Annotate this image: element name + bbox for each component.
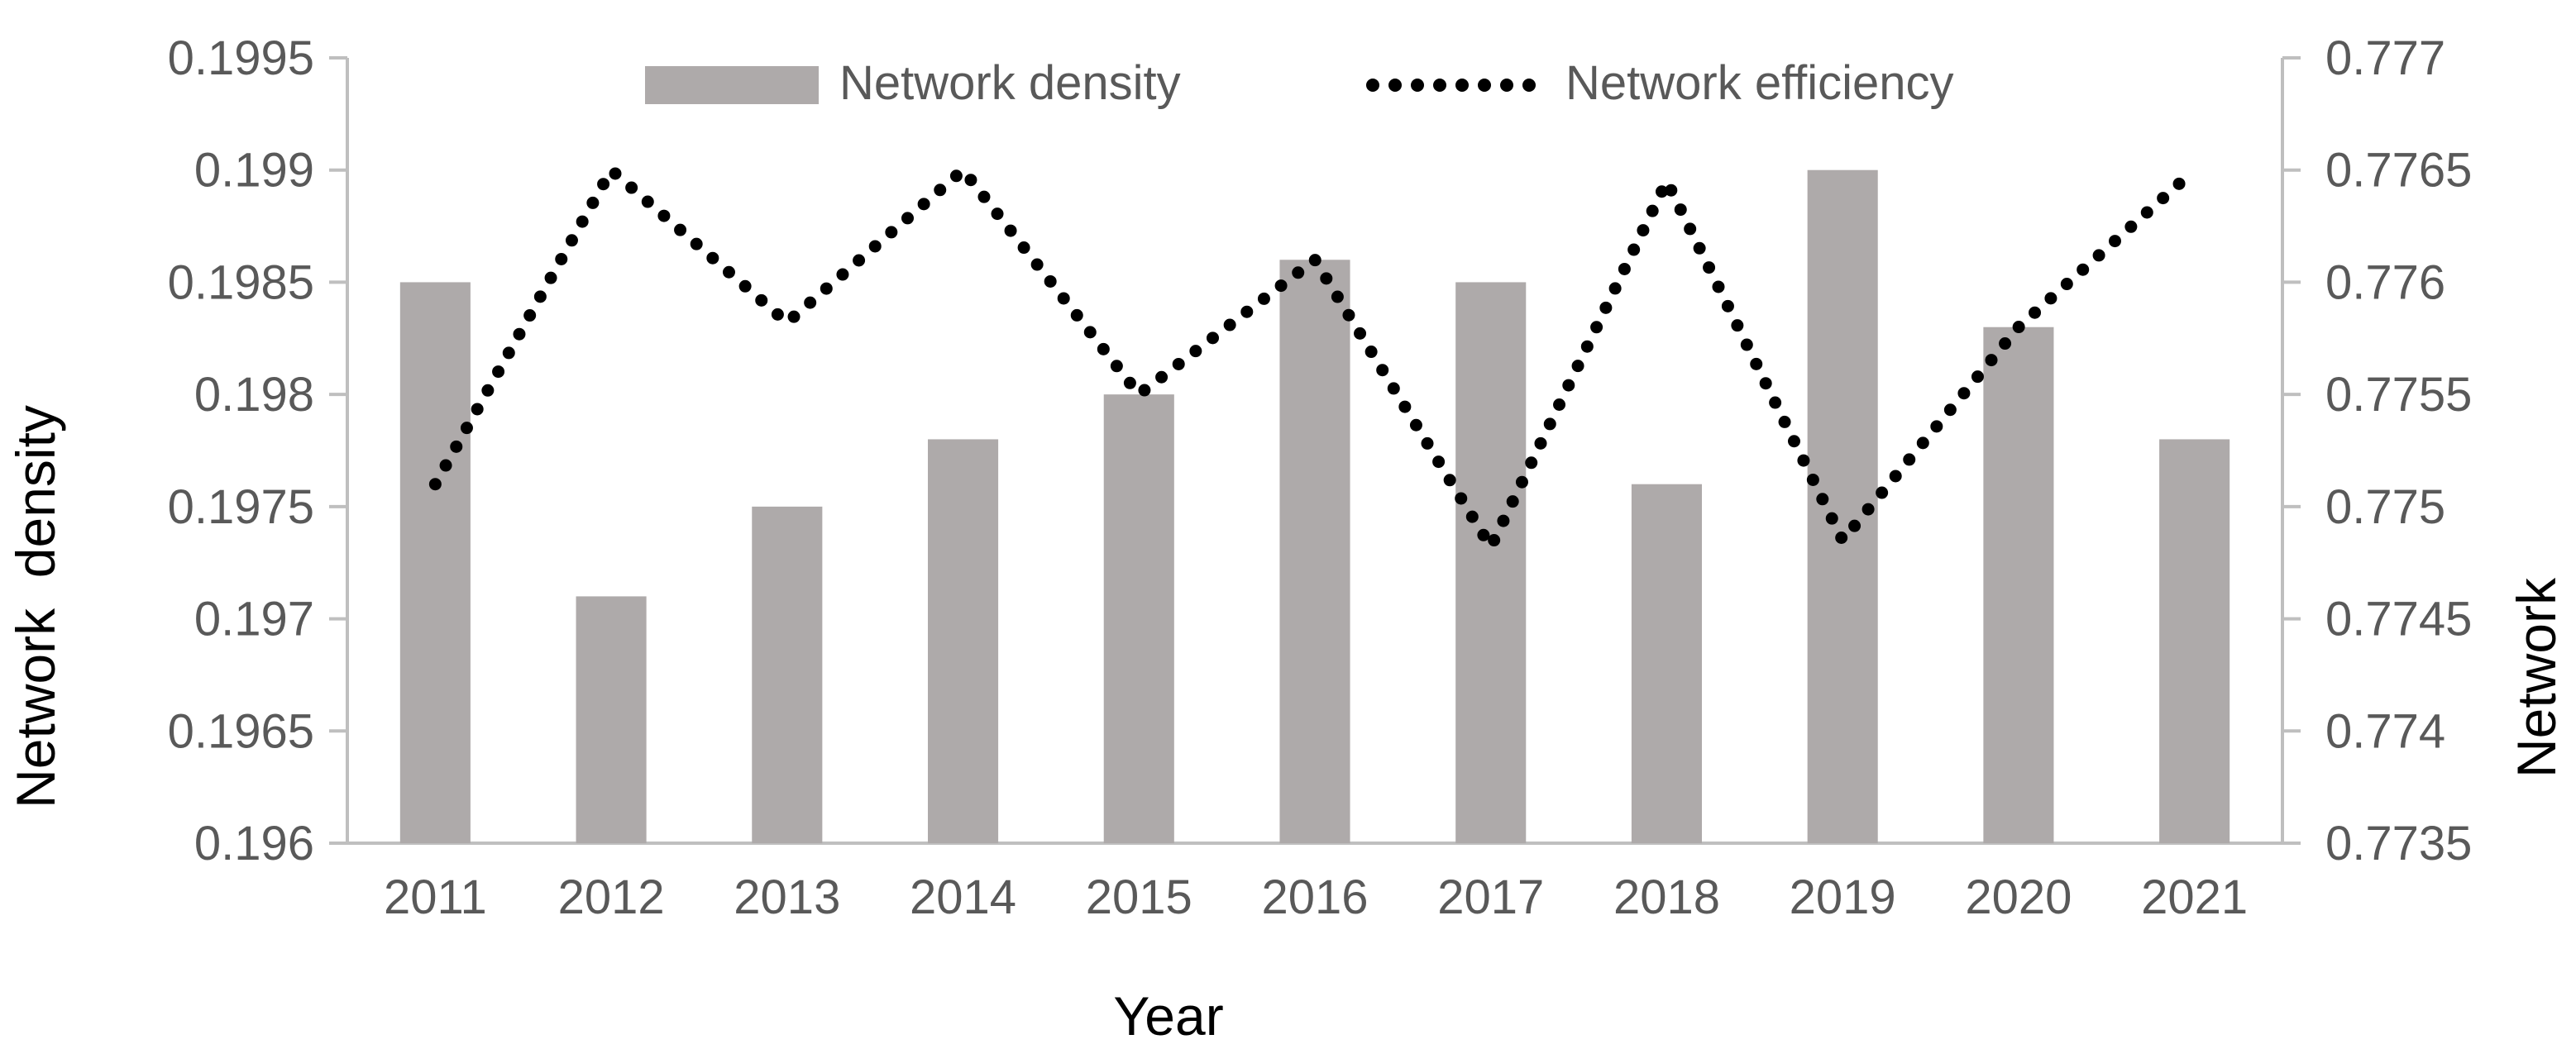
right-tick-label: 0.7755	[2325, 368, 2472, 422]
x-tick-label: 2011	[384, 870, 487, 924]
bar-2012	[576, 596, 647, 843]
x-tick-label: 2013	[734, 870, 840, 924]
efficiency-point-2021	[2194, 169, 2196, 171]
bar-2016	[1279, 260, 1350, 843]
right-tick-label: 0.776	[2325, 255, 2445, 309]
right-axis-ticks: 0.7735 0.774 0.7745 0.775 0.7755 0.776 0.7765 0…	[2282, 31, 2472, 870]
x-tick-label: 2014	[910, 870, 1016, 924]
legend: Network density Network efficiency	[645, 56, 1954, 110]
left-tick-label: 0.1995	[168, 31, 314, 85]
legend-label-network-density: Network density	[839, 56, 1181, 110]
efficiency-line	[428, 164, 2201, 554]
right-tick-label: 0.775	[2325, 480, 2445, 534]
y2-axis-title: Network	[2506, 577, 2567, 778]
x-tick-label: 2017	[1437, 870, 1544, 924]
left-tick-label: 0.196	[194, 817, 314, 870]
y-axis-title: Network density	[5, 405, 66, 808]
bar-2014	[928, 439, 999, 843]
x-axis-title: Year	[1113, 985, 1223, 1047]
x-tick-label: 2018	[1613, 870, 1720, 924]
efficiency-point-2013	[786, 322, 788, 323]
right-tick-label: 0.774	[2325, 704, 2445, 758]
density-bars	[399, 169, 2230, 844]
bar-2013	[752, 506, 823, 843]
bar-2020	[1983, 327, 2054, 843]
left-tick-label: 0.1975	[168, 480, 314, 534]
x-tick-label: 2020	[1965, 870, 2072, 924]
bar-2011	[399, 282, 471, 843]
left-axis-ticks: 0.196 0.1965 0.197 0.1975 0.198 0.1985 0.199 0.…	[168, 31, 347, 870]
bar-2015	[1103, 394, 1174, 844]
left-tick-label: 0.197	[194, 593, 314, 646]
left-tick-label: 0.198	[194, 368, 314, 422]
left-tick-label: 0.1985	[168, 255, 314, 309]
efficiency-point-2018	[1666, 180, 1667, 182]
legend-label-network-efficiency: Network efficiency	[1565, 56, 1954, 110]
bar-2018	[1631, 484, 1702, 843]
left-tick-label: 0.1965	[168, 704, 314, 758]
left-tick-label: 0.199	[194, 144, 314, 198]
x-axis-ticks: 2011 2012 2013 2014 2015 2016 2017 2018 2019 2020…	[384, 870, 2248, 924]
x-tick-label: 2019	[1790, 870, 1896, 924]
efficiency-point-2014	[963, 169, 964, 171]
x-tick-label: 2012	[558, 870, 665, 924]
x-tick-label: 2015	[1086, 870, 1192, 924]
right-tick-label: 0.7735	[2325, 817, 2472, 870]
bar-2017	[1455, 282, 1527, 843]
right-tick-label: 0.7765	[2325, 144, 2472, 198]
legend-swatch-network-density	[645, 66, 819, 104]
right-tick-label: 0.7745	[2325, 593, 2472, 646]
efficiency-series-line	[428, 164, 2201, 554]
x-tick-label: 2021	[2141, 870, 2248, 924]
x-tick-label: 2016	[1261, 870, 1368, 924]
right-tick-label: 0.777	[2325, 31, 2445, 85]
bar-2021	[2159, 439, 2230, 843]
